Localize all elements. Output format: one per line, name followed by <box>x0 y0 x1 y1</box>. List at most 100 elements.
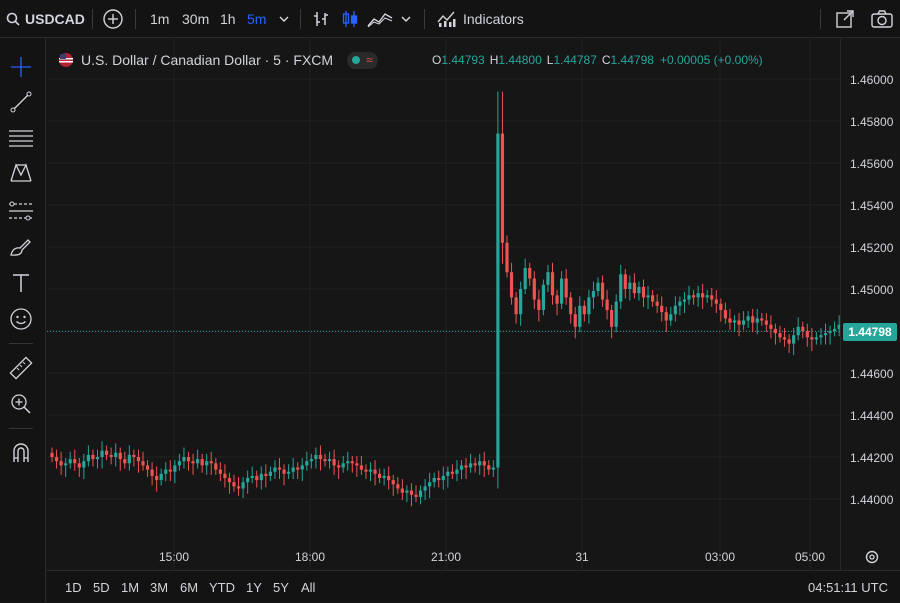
price-tick: 1.45200 <box>850 241 894 255</box>
candle-body <box>355 463 359 466</box>
interval-30m[interactable]: 30m <box>182 11 210 27</box>
interval-5m[interactable]: 5m <box>247 11 267 27</box>
candle-body <box>332 459 336 466</box>
price-axis[interactable] <box>840 39 900 570</box>
magnet-tool[interactable] <box>8 440 34 466</box>
candle-body <box>528 268 532 279</box>
candles-chart-type-button[interactable] <box>341 0 359 38</box>
candle-body <box>564 278 568 298</box>
chart-type-dropdown[interactable] <box>400 0 412 38</box>
brush-tool[interactable] <box>8 234 34 260</box>
candle-body <box>651 295 655 302</box>
candle-body <box>459 465 464 470</box>
snapshot-button[interactable] <box>871 0 893 38</box>
fullscreen-button[interactable] <box>835 0 855 38</box>
candle-body <box>755 318 759 323</box>
candle-body <box>628 282 632 289</box>
candle-body <box>632 282 636 294</box>
candle-body <box>214 463 218 470</box>
candle-body <box>323 459 327 462</box>
market-status-badge[interactable]: ≈ <box>347 51 378 69</box>
time-tick: 15:00 <box>158 550 190 564</box>
candle-body <box>391 480 395 485</box>
range-3m[interactable]: 3M <box>150 579 169 595</box>
candle-body <box>560 278 564 304</box>
candle-body <box>73 459 77 464</box>
candle-body <box>305 461 309 466</box>
candle-body <box>819 335 823 338</box>
price-chart[interactable] <box>47 39 840 570</box>
candle-body <box>150 469 154 476</box>
area-chart-type-button[interactable] <box>367 0 393 38</box>
symbol-search[interactable]: USDCAD <box>6 0 85 38</box>
compare-button[interactable] <box>102 0 124 38</box>
candle-body <box>136 457 141 462</box>
candle-body <box>114 452 118 457</box>
candle-body <box>446 471 450 476</box>
interval-1h[interactable]: 1h <box>220 11 236 27</box>
pattern-tool[interactable] <box>8 160 34 186</box>
candle-body <box>205 461 209 466</box>
indicators-button[interactable]: Indicators <box>437 0 524 38</box>
candle-body <box>123 459 127 464</box>
candle-body <box>814 337 818 340</box>
candle-body <box>287 471 291 474</box>
range-1y[interactable]: 1Y <box>246 579 262 595</box>
chart-pane[interactable] <box>47 39 840 570</box>
candle-body <box>337 465 341 468</box>
candle-body <box>464 465 468 468</box>
zoom-tool[interactable] <box>8 391 34 417</box>
horizontal-lines-tool[interactable] <box>8 125 34 151</box>
range-all[interactable]: All <box>301 579 316 595</box>
time-tick: 21:00 <box>430 550 462 564</box>
icon-tool[interactable] <box>8 306 34 332</box>
candle-body <box>587 297 591 315</box>
fib-tool[interactable] <box>8 198 34 224</box>
close-value: 1.44798 <box>610 53 654 67</box>
candle-body <box>550 272 555 296</box>
axis-settings-button[interactable] <box>864 549 880 568</box>
interval-1m[interactable]: 1m <box>150 11 170 27</box>
range-ytd[interactable]: YTD <box>209 579 235 595</box>
candle-body <box>368 469 373 472</box>
candle-body <box>555 295 559 304</box>
candle-body <box>227 478 232 483</box>
bar-chart-type-button[interactable] <box>312 0 330 38</box>
candle-body <box>805 331 809 338</box>
candle-body <box>68 459 72 464</box>
range-5d[interactable]: 5D <box>93 579 110 595</box>
candle-body <box>346 461 350 464</box>
range-1d[interactable]: 1D <box>65 579 82 595</box>
candle-body <box>282 469 286 474</box>
candle-body <box>569 297 573 315</box>
candle-body <box>742 320 746 325</box>
candle-body <box>660 305 664 313</box>
candle-body <box>641 286 646 298</box>
candle-body <box>669 314 673 321</box>
area-chart-icon <box>367 13 393 28</box>
interval-dropdown[interactable] <box>278 0 290 38</box>
text-tool[interactable] <box>8 270 34 296</box>
measure-tool[interactable] <box>8 355 34 381</box>
symbol-name: USDCAD <box>25 11 85 27</box>
range-5y[interactable]: 5Y <box>273 579 289 595</box>
candle-body <box>236 486 241 489</box>
range-1m[interactable]: 1M <box>121 579 140 595</box>
range-6m[interactable]: 6M <box>180 579 199 595</box>
utc-clock[interactable]: 04:51:11 UTC <box>808 579 888 595</box>
open-label: O <box>432 53 442 67</box>
drawing-toolbar <box>0 38 46 602</box>
candle-body <box>409 490 414 495</box>
candle-body <box>300 465 304 470</box>
wave-icon: ≈ <box>366 53 373 67</box>
candle-body <box>432 478 436 483</box>
time-tick: 31 <box>575 550 589 564</box>
candle-body <box>341 463 345 468</box>
candle-body <box>500 133 505 243</box>
ohlc-values: O 1.44793 H 1.44800 L 1.44787 C 1.44798 +0.0… <box>432 50 763 70</box>
candle-body <box>164 469 168 474</box>
trend-line-tool[interactable] <box>8 89 34 115</box>
crosshair-tool[interactable] <box>8 54 34 80</box>
ruler-icon <box>9 356 33 380</box>
candle-body <box>168 469 172 472</box>
